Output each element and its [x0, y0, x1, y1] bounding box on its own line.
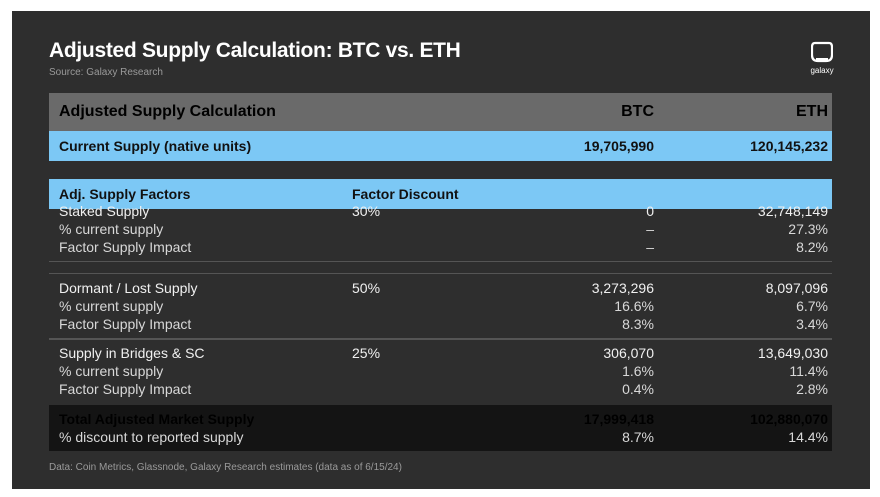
- btc-impact: –: [646, 239, 654, 255]
- total-eth: 102,880,070: [750, 411, 828, 427]
- discount-label: % discount to reported supply: [59, 429, 244, 445]
- factor-discount: 30%: [352, 203, 381, 219]
- pct-label: % current supply: [59, 221, 164, 237]
- factor-discount: 25%: [352, 345, 381, 361]
- eth-column-header: ETH: [796, 103, 828, 120]
- factor-discount-header: Factor Discount: [352, 186, 459, 202]
- eth-pct: 11.4%: [789, 363, 828, 379]
- current-supply-row: Current Supply (native units) 19,705,990…: [49, 131, 832, 161]
- eth-impact: 3.4%: [796, 316, 828, 332]
- factor-group-bridges: Supply in Bridges & SC 25% 306,070 13,649,0…: [49, 344, 832, 404]
- current-supply-label: Current Supply (native units): [59, 138, 252, 154]
- page-title: Adjusted Supply Calculation: BTC vs. ETH: [49, 39, 461, 62]
- eth-pct: 6.7%: [796, 298, 828, 314]
- factor-group-staked: Staked Supply 30% 0 32,748,149 % current su…: [49, 202, 832, 262]
- btc-pct: 16.6%: [614, 298, 654, 314]
- galaxy-logo: galaxy: [802, 40, 842, 75]
- eth-impact: 8.2%: [796, 239, 828, 255]
- btc-pct: 1.6%: [622, 363, 654, 379]
- factor-btc-value: 0: [646, 203, 654, 219]
- eth-pct: 27.3%: [788, 221, 828, 237]
- group-divider: [49, 273, 832, 274]
- factor-eth-value: 32,748,149: [757, 203, 828, 219]
- factor-btc-value: 3,273,296: [591, 280, 654, 296]
- impact-label: Factor Supply Impact: [59, 316, 192, 332]
- table-header-label: Adjusted Supply Calculation: [59, 103, 276, 120]
- pct-label: % current supply: [59, 363, 164, 379]
- total-row: Total Adjusted Market Supply 17,999,418 10…: [49, 405, 832, 451]
- btc-discount: 8.7%: [622, 429, 654, 445]
- factor-group-dormant: Dormant / Lost Supply 50% 3,273,296 8,097,0…: [49, 279, 832, 339]
- total-label: Total Adjusted Market Supply: [59, 411, 255, 427]
- impact-label: Factor Supply Impact: [59, 381, 192, 397]
- impact-label: Factor Supply Impact: [59, 239, 192, 255]
- logo-text: galaxy: [810, 66, 834, 75]
- factor-eth-value: 8,097,096: [765, 280, 828, 296]
- current-supply-eth: 120,145,232: [750, 138, 828, 154]
- eth-impact: 2.8%: [796, 381, 828, 397]
- factors-header-row: Adj. Supply Factors Factor Discount: [49, 179, 832, 209]
- factor-btc-value: 306,070: [603, 345, 654, 361]
- factor-discount: 50%: [352, 280, 381, 296]
- total-btc: 17,999,418: [583, 411, 654, 427]
- btc-column-header: BTC: [621, 103, 654, 120]
- current-supply-btc: 19,705,990: [583, 138, 654, 154]
- factor-name: Supply in Bridges & SC: [59, 345, 205, 361]
- galaxy-logo-icon: [811, 41, 833, 63]
- factor-eth-value: 13,649,030: [757, 345, 828, 361]
- btc-impact: 8.3%: [622, 316, 654, 332]
- factor-name: Dormant / Lost Supply: [59, 280, 198, 296]
- factor-name: Staked Supply: [59, 203, 150, 219]
- table-header-row: Adjusted Supply Calculation BTC ETH: [49, 93, 832, 131]
- btc-pct: –: [646, 221, 654, 237]
- group-divider: [49, 339, 832, 340]
- pct-label: % current supply: [59, 298, 164, 314]
- source-note: Source: Galaxy Research: [49, 67, 163, 78]
- footer-note: Data: Coin Metrics, Glassnode, Galaxy Re…: [49, 462, 402, 473]
- btc-impact: 0.4%: [622, 381, 654, 397]
- eth-discount: 14.4%: [788, 429, 828, 445]
- factors-header-label: Adj. Supply Factors: [59, 186, 191, 202]
